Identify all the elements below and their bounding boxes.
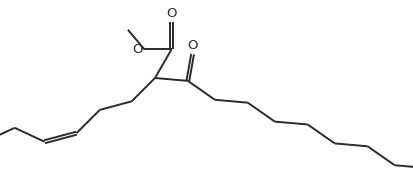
Text: O: O bbox=[166, 7, 177, 20]
Text: O: O bbox=[132, 43, 142, 56]
Text: O: O bbox=[188, 39, 198, 52]
